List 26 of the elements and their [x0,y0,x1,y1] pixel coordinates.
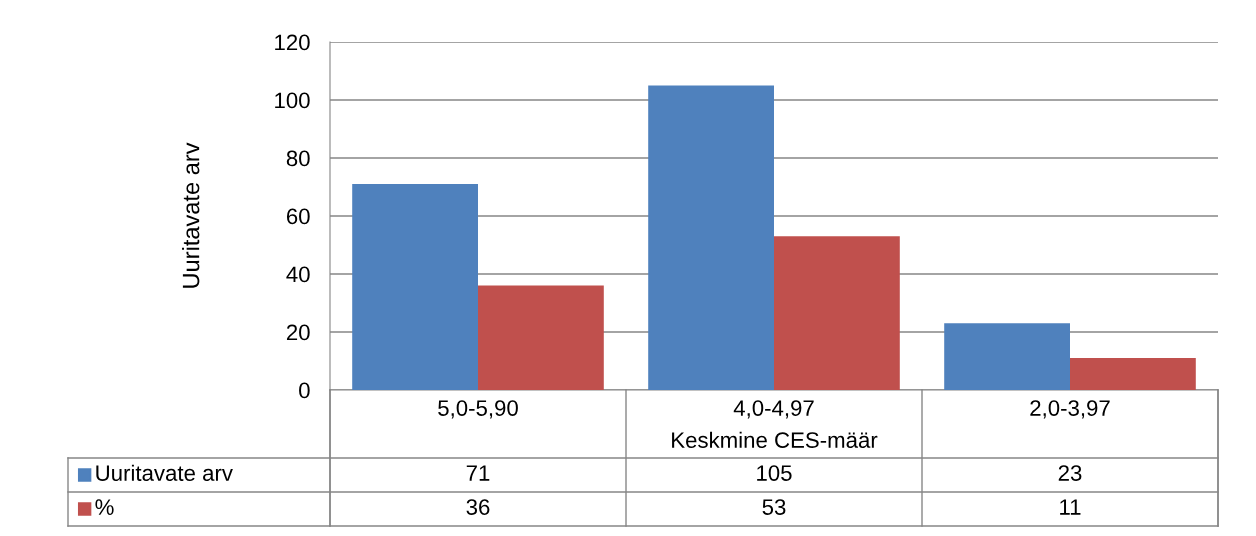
bar [944,323,1070,390]
y-tick-label: 120 [275,34,310,51]
bar [774,236,900,390]
data-label: 11 [1060,499,1081,515]
data-label: 23 [1058,465,1082,481]
y-tick-label: 20 [286,324,310,341]
y-tick-label: 40 [286,266,310,283]
x-tick-label: 4,0-4,97 [733,400,814,419]
bar [352,184,478,390]
x-axis-title: Keskmine CES-määr [672,431,878,448]
y-tick-label: 100 [275,92,310,109]
y-tick-label: 60 [286,208,310,225]
data-label: 36 [466,499,490,515]
y-axis-title: Uuritavate arv [182,142,200,288]
legend-label: % [95,499,114,515]
y-tick-label: 80 [286,150,310,167]
bar [478,285,604,390]
data-label: 53 [762,499,786,515]
x-tick-label: 2,0-3,97 [1030,400,1110,419]
y-tick-label: 0 [299,382,310,399]
data-label: 105 [757,465,792,481]
bar [648,85,774,390]
bar [1070,358,1196,390]
x-tick-label: 5,0-5,90 [438,400,518,419]
data-label: 71 [466,465,490,481]
legend-label: Uuritavate arv [96,464,233,481]
